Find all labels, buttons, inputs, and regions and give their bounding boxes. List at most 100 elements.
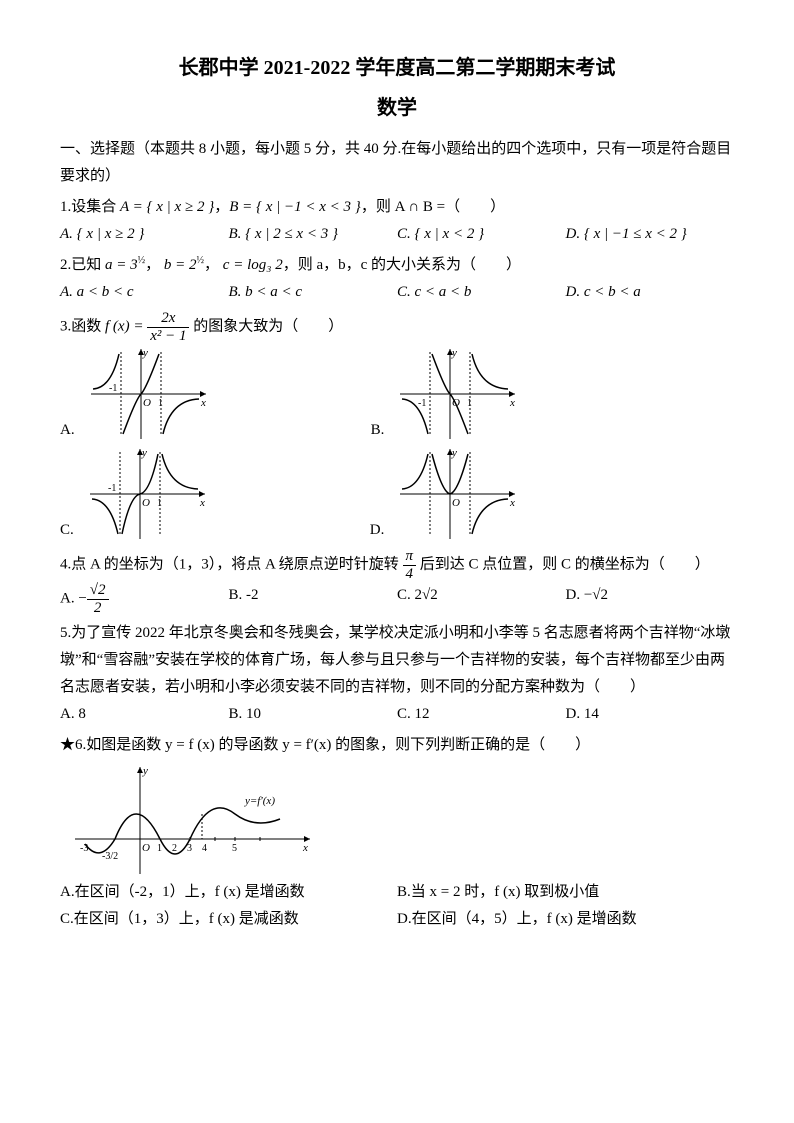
question-5: 5.为了宣传 2022 年北京冬奥会和冬残奥会，某学校决定派小明和小李等 5 名… [60, 620, 734, 701]
svg-text:-1: -1 [109, 383, 117, 394]
q4-A-num: √2 [87, 582, 109, 600]
svg-text:O: O [452, 497, 460, 509]
q3-graphs-row2: C. y x -11 O D. y x O [60, 444, 734, 544]
q4-A-den: 2 [87, 600, 109, 617]
q4-frac: π4 [403, 548, 417, 582]
q6-optB: B.当 x = 2 时，f (x) 取到极小值 [397, 879, 734, 906]
q3-num: 2x [147, 310, 189, 328]
q3-den: x² − 1 [147, 328, 189, 345]
q1-optD: D. { x | −1 ≤ x < 2 } [566, 221, 735, 248]
q4-options: A. −√22 B. -2 C. 2√2 D. −√2 [60, 582, 734, 616]
svg-text:y: y [451, 447, 457, 459]
q1-optC: C. { x | x < 2 } [397, 221, 566, 248]
q3-svgD: y x O [390, 444, 520, 544]
q2-stem: 2.已知 [60, 257, 101, 273]
q2-optB: B. b < a < c [229, 279, 398, 306]
svg-text:y: y [451, 347, 457, 359]
q4-optD: D. −√2 [566, 582, 735, 616]
q5-options: A. 8 B. 10 C. 12 D. 14 [60, 701, 734, 728]
q3-stem-a: 3.函数 [60, 318, 105, 334]
q5-optB: B. 10 [229, 701, 398, 728]
svg-text:O: O [142, 497, 150, 509]
q2-optC: C. c < a < b [397, 279, 566, 306]
q1-options: A. { x | x ≥ 2 } B. { x | 2 ≤ x < 3 } C.… [60, 221, 734, 248]
q3-graphD: D. y x O [370, 444, 521, 544]
svg-text:y: y [141, 447, 147, 459]
q2-options: A. a < b < c B. b < a < c C. c < a < b D… [60, 279, 734, 306]
q6-t5: 3 [187, 843, 192, 854]
svg-text:y: y [142, 347, 148, 359]
q2-optD: D. c < b < a [566, 279, 735, 306]
q3-stem-b: 的图象大致为（ ） [193, 318, 343, 334]
svg-text:x: x [199, 497, 205, 509]
q5-optC: C. 12 [397, 701, 566, 728]
q4-optB: B. -2 [229, 582, 398, 616]
q3-graphA: A. y x -1 1 O [60, 344, 211, 444]
q6-t7: 5 [232, 843, 237, 854]
question-2: 2.已知 a = 3½， b = 2½， c = log₃ 2，则 a，b，c … [60, 252, 734, 279]
q4-den: 4 [403, 566, 417, 583]
q3-labelC: C. [60, 517, 74, 544]
question-1: 1.设集合 A = { x | x ≥ 2 }，B = { x | −1 < x… [60, 194, 734, 221]
q4-optC: C. 2√2 [397, 582, 566, 616]
q4-optA: A. −√22 [60, 582, 229, 616]
q6-optA: A.在区间（-2，1）上，f (x) 是增函数 [60, 879, 397, 906]
q3-svgC: y x -11 O [80, 444, 210, 544]
q6-xlab: x [302, 842, 308, 854]
q6-t1: -3/2 [102, 851, 118, 862]
section-instruction: 一、选择题（本题共 8 小题，每小题 5 分，共 40 分.在每小题给出的四个选… [60, 136, 734, 190]
page-title: 长郡中学 2021-2022 学年度高二第二学期期末考试 [60, 50, 734, 86]
svg-text:O: O [452, 397, 460, 409]
svg-text:x: x [509, 497, 515, 509]
q2-tail: ，则 a，b，c 的大小关系为（ ） [283, 257, 521, 273]
question-3: 3.函数 f (x) = 2xx² − 1 的图象大致为（ ） [60, 310, 734, 344]
q4-A-frac: √22 [87, 582, 109, 616]
q3-svgA: y x -1 1 O [81, 344, 211, 444]
q3-graphB: B. y x -1 1 O [371, 344, 521, 444]
q6-graph-label: y=f′(x) [244, 795, 275, 807]
page-subtitle: 数学 [60, 90, 734, 126]
question-4: 4.点 A 的坐标为（1，3），将点 A 绕原点逆时针旋转 π4 后到达 C 点… [60, 548, 734, 582]
q3-svgB: y x -1 1 O [390, 344, 520, 444]
svg-text:x: x [200, 397, 206, 409]
q2-exp2: ½ [197, 255, 205, 266]
q3-graphC: C. y x -11 O [60, 444, 210, 544]
q6-t3: 1 [157, 843, 162, 854]
q1-setB: B = { x | −1 < x < 3 } [229, 199, 361, 215]
q4-stem-a: 4.点 A 的坐标为（1，3），将点 A 绕原点逆时针旋转 [60, 556, 403, 572]
q6-graph: y x y=f′(x) -3 -3/2 O 1 2 3 4 5 [60, 759, 320, 879]
q6-t2: O [142, 842, 150, 854]
q2-a: a = 3 [105, 257, 138, 273]
q1-optA: A. { x | x ≥ 2 } [60, 221, 229, 248]
q2-optA: A. a < b < c [60, 279, 229, 306]
q6-t4: 2 [172, 843, 177, 854]
q3-graphs-row1: A. y x -1 1 O B. y x -1 1 O [60, 344, 734, 444]
svg-text:-1: -1 [418, 398, 426, 409]
q6-ylab: y [142, 765, 148, 777]
q4-num: π [403, 548, 417, 566]
svg-text:1: 1 [157, 498, 162, 509]
q1-tail: ，则 A ∩ B =（ ） [361, 199, 505, 215]
q3-frac: 2xx² − 1 [147, 310, 189, 344]
q5-optD: D. 14 [566, 701, 735, 728]
q2-exp1: ½ [138, 255, 146, 266]
q6-optC: C.在区间（1，3）上，f (x) 是减函数 [60, 906, 397, 933]
q3-labelB: B. [371, 417, 385, 444]
q3-labelD: D. [370, 517, 385, 544]
q6-t6: 4 [202, 843, 207, 854]
q4-A-pre: A. − [60, 590, 87, 606]
svg-text:1: 1 [467, 398, 472, 409]
svg-text:1: 1 [158, 398, 163, 409]
q1-stem-pre: 1.设集合 [60, 199, 120, 215]
q1-optB: B. { x | 2 ≤ x < 3 } [229, 221, 398, 248]
q6-options: A.在区间（-2，1）上，f (x) 是增函数 B.当 x = 2 时，f (x… [60, 879, 734, 933]
q6-t0: -3 [80, 843, 88, 854]
q6-optD: D.在区间（4，5）上，f (x) 是增函数 [397, 906, 734, 933]
svg-text:O: O [143, 397, 151, 409]
question-6: ★6.如图是函数 y = f (x) 的导函数 y = f′(x) 的图象，则下… [60, 732, 734, 759]
q5-optA: A. 8 [60, 701, 229, 728]
q3-labelA: A. [60, 417, 75, 444]
q1-setA: A = { x | x ≥ 2 } [120, 199, 214, 215]
svg-text:x: x [509, 397, 515, 409]
q1-mid: ， [214, 199, 229, 215]
